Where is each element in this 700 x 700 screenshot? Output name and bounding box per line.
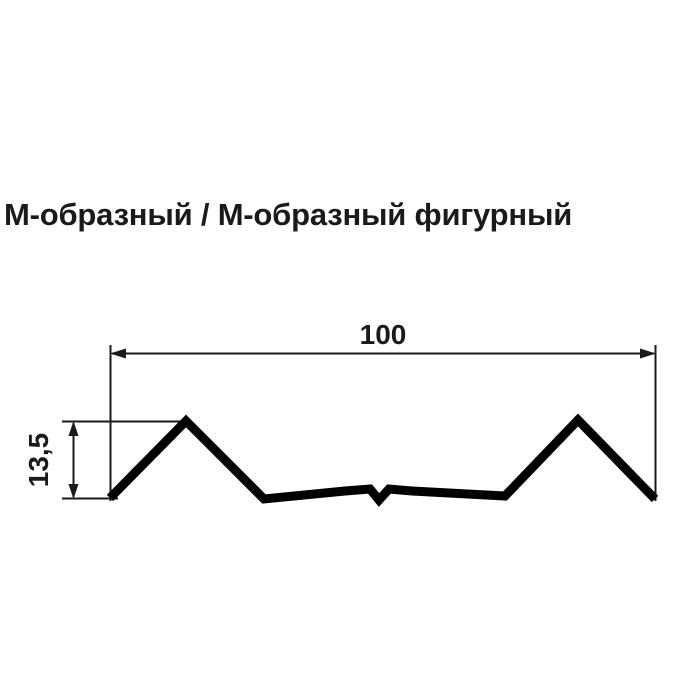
height-arrowhead-bottom	[68, 484, 79, 499]
width-arrowhead-left	[110, 348, 126, 359]
height-arrowhead-top	[68, 421, 79, 436]
width-dimension-label: 100	[360, 319, 407, 350]
height-dimension: 13,5	[23, 420, 192, 500]
page-title: М-образный / М-образный фигурный	[4, 197, 573, 232]
width-arrowhead-right	[640, 348, 656, 359]
profile-outline	[106, 413, 659, 507]
height-dimension-label: 13,5	[23, 433, 54, 488]
width-dimension: 100	[109, 319, 657, 501]
